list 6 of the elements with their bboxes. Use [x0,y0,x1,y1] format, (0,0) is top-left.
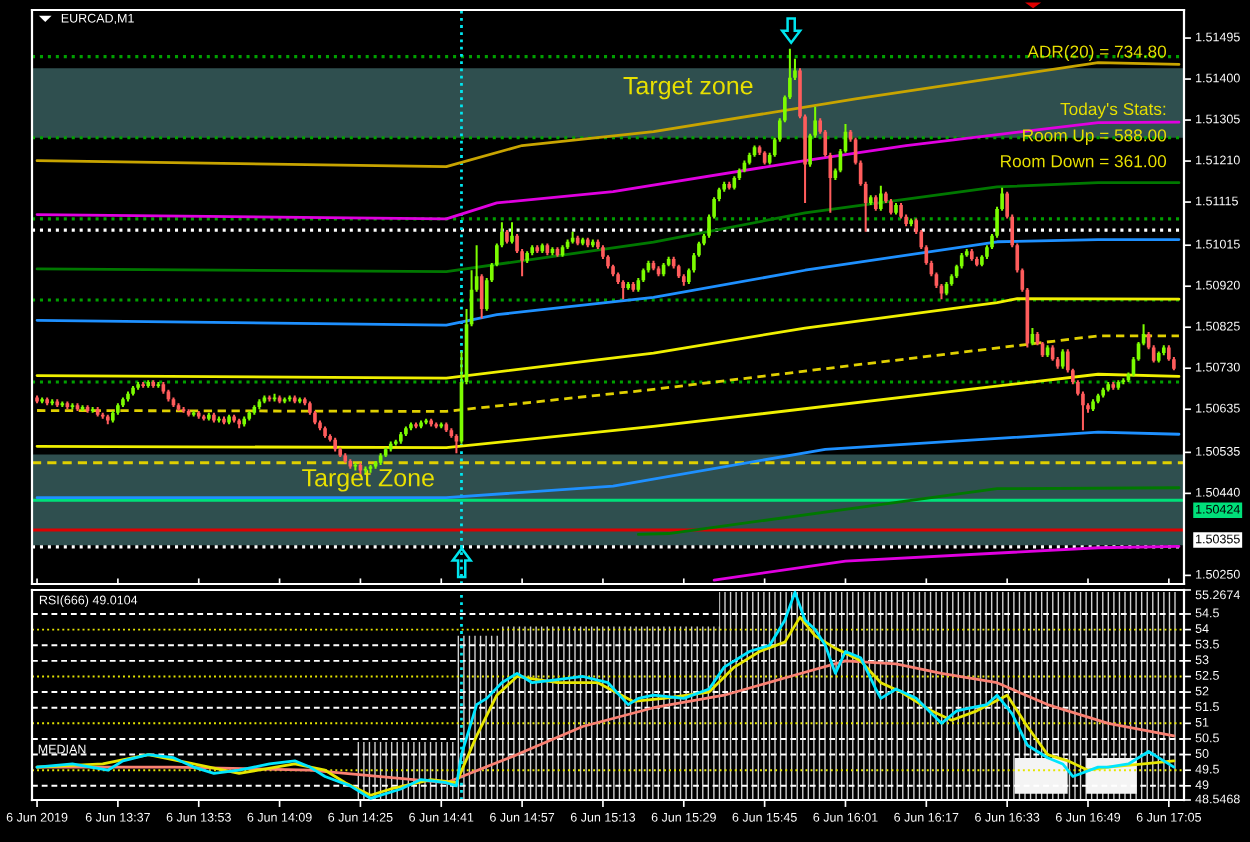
annotation: Today's Stats: [1060,102,1166,119]
band-label: Target Zone [302,469,434,492]
annotation: ADR(20) = 734.80 [1027,45,1167,62]
annotation: Room Down = 361.00 [1001,155,1167,168]
annotation: Room Up = 588.00 [1023,129,1167,145]
band-label: Target zone [623,76,753,100]
